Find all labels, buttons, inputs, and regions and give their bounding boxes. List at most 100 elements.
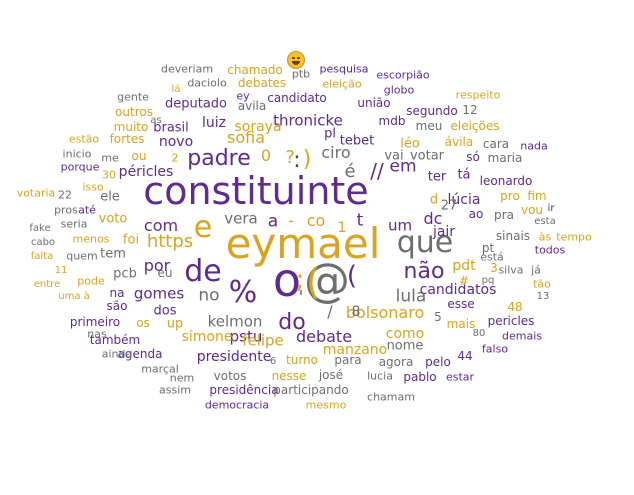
cloud-word: 80 [472, 328, 486, 339]
cloud-word: para [334, 353, 362, 367]
cloud-word: ey [236, 89, 250, 103]
cloud-word: debate [295, 327, 353, 346]
cloud-word: nas [87, 327, 107, 341]
cloud-word: pesquisa [319, 62, 369, 76]
cloud-word: 3 [490, 261, 498, 275]
cloud-word: pros [54, 203, 78, 217]
cloud-word: co [306, 211, 326, 230]
cloud-word: fortes [109, 132, 145, 146]
cloud-word: ou [131, 149, 147, 163]
cloud-word: foi [122, 232, 140, 248]
cloud-word: só [466, 150, 480, 164]
cloud-word: ir [547, 203, 555, 214]
cloud-word: ao [468, 207, 484, 221]
cloud-word: mais [446, 317, 476, 331]
cloud-word: por [143, 256, 171, 275]
cloud-word: 13 [536, 291, 550, 302]
cloud-word: ávila [444, 135, 474, 149]
cloud-word: mesmo [305, 398, 347, 412]
cloud-word: jair [432, 224, 456, 240]
cloud-word: presidência [209, 383, 279, 397]
cloud-word: lucia [367, 369, 393, 383]
cloud-word: eleição [322, 77, 362, 91]
cloud-word: pro [500, 189, 520, 203]
cloud-word: candidatos [419, 282, 497, 298]
cloud-word: os [136, 316, 150, 330]
cloud-word: democracia [204, 398, 270, 412]
cloud-word: e [193, 210, 213, 245]
cloud-word: nada [520, 139, 548, 153]
cloud-word: todos [534, 243, 566, 257]
cloud-word: primeiro [69, 315, 121, 329]
cloud-word: votos [213, 369, 247, 383]
cloud-word: quem [66, 249, 98, 263]
cloud-word: 0 [260, 146, 272, 165]
cloud-word: me [101, 151, 119, 165]
cloud-word: vera [224, 209, 258, 228]
cloud-word: : [293, 148, 301, 173]
cloud-word: # [458, 274, 470, 288]
cloud-word: pericles [487, 314, 535, 328]
cloud-word: falta [30, 251, 54, 262]
cloud-word: turno [286, 353, 318, 367]
cloud-word: pode [77, 274, 105, 288]
cloud-word: união [357, 96, 391, 110]
cloud-word: t [356, 210, 364, 231]
cloud-word: thronicke [273, 111, 343, 130]
cloud-word: padre [187, 146, 251, 171]
cloud-word: 5 [434, 310, 442, 324]
cloud-word: - [288, 211, 294, 230]
cloud-word: pt [481, 241, 495, 255]
cloud-word: que [396, 225, 454, 260]
cloud-word: marçal [141, 362, 179, 376]
cloud-word: pdt [452, 258, 476, 274]
cloud-word: a [267, 211, 279, 232]
cloud-word: constituinte [143, 169, 369, 213]
cloud-word: agenda [117, 347, 163, 361]
cloud-word: 48 [507, 300, 523, 314]
cloud-word: agora [378, 355, 414, 369]
cloud-word: fake [29, 223, 51, 234]
cloud-word: eu [157, 266, 173, 280]
cloud-word: até [78, 203, 96, 217]
cloud-word: fim [527, 189, 547, 203]
cloud-word: inicio [62, 147, 92, 161]
cloud-word: tebet [339, 133, 375, 149]
cloud-word: pablo [403, 370, 437, 384]
cloud-word: cara [482, 137, 510, 151]
cloud-word: meu [415, 119, 443, 133]
cloud-word: pstu [229, 327, 263, 346]
cloud-word: uma à [58, 291, 90, 302]
cloud-word: pl [324, 126, 336, 142]
cloud-word: esta [534, 216, 556, 227]
cloud-word: ele [100, 189, 120, 205]
cloud-word: seria [60, 217, 88, 231]
cloud-word: josé [318, 368, 344, 382]
cloud-word: pcb [113, 266, 137, 282]
cloud-word: pq [481, 275, 495, 286]
cloud-word: vou [520, 203, 544, 217]
cloud-word: lá [171, 84, 181, 95]
cloud-word: sinais [495, 229, 531, 243]
cloud-word: ( [346, 261, 358, 291]
cloud-word: deveriam [160, 62, 214, 76]
cloud-word: isso [82, 180, 104, 194]
cloud-word: 11 [54, 265, 68, 276]
cloud-word: ; [295, 265, 305, 295]
cloud-word: avila [237, 99, 267, 113]
cloud-word: debates [237, 76, 287, 90]
cloud-word: 30 [102, 168, 116, 182]
cloud-word: um [387, 216, 413, 235]
cloud-word: eleições [450, 119, 500, 133]
cloud-word: ter [427, 169, 447, 185]
cloud-word: brasil [153, 120, 189, 136]
cloud-word: bolsonaro [345, 303, 425, 322]
cloud-word: já [531, 263, 541, 277]
cloud-word: são [106, 299, 128, 313]
cloud-word: tempo [556, 230, 592, 244]
cloud-word: escorpião [376, 68, 430, 82]
cloud-word: o [272, 253, 302, 307]
cloud-word: ) [302, 147, 312, 172]
cloud-word: ciro [321, 143, 351, 162]
